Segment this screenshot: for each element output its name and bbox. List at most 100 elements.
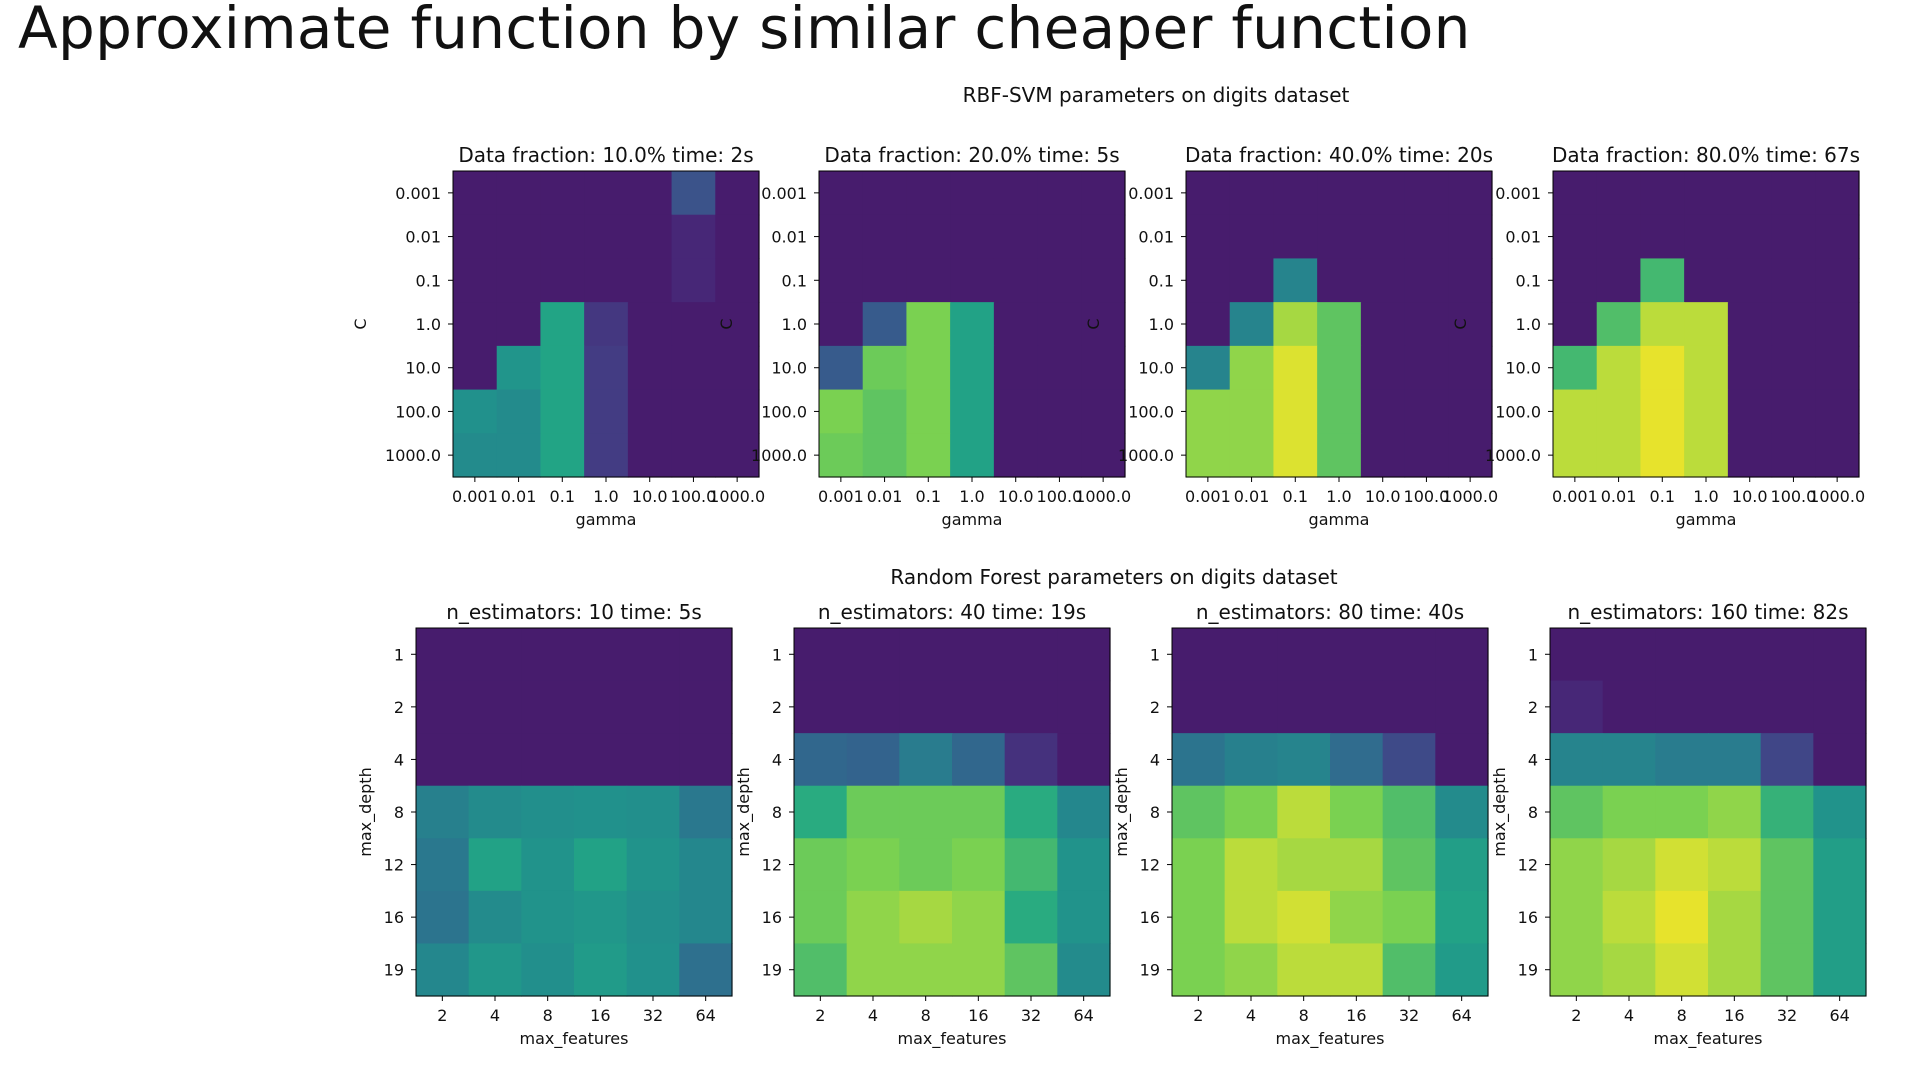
heatmap-cell (1602, 733, 1656, 787)
heatmap-cell (993, 258, 1039, 303)
heatmap-cell (1273, 214, 1318, 260)
heatmap-cell (1435, 943, 1489, 997)
heatmap-cell (1708, 943, 1762, 997)
figure-title: RBF-SVM parameters on digits dataset (963, 83, 1350, 107)
heatmap-cell (715, 389, 760, 434)
heatmap-cell (574, 733, 628, 787)
heatmap-cell (1760, 838, 1814, 892)
heatmap-cell (521, 628, 575, 682)
x-tick-label: 2 (1571, 1006, 1581, 1025)
heatmap-cell (540, 345, 585, 391)
heatmap-cell (862, 214, 908, 260)
y-tick-label: 1 (772, 645, 782, 664)
heatmap-cell (627, 171, 673, 216)
heatmap-cell (1229, 302, 1275, 347)
heatmap-cell (1813, 943, 1867, 997)
slide-title: Approximate function by similar cheaper … (18, 0, 1471, 62)
x-tick-label: 32 (643, 1006, 663, 1025)
heatmap-cell (453, 258, 498, 303)
heatmap-cell (846, 785, 900, 839)
heatmap-cell (468, 785, 522, 839)
y-axis-label: C (717, 318, 736, 329)
heatmap-cell (1172, 733, 1226, 787)
heatmap-cell (627, 433, 673, 478)
heatmap-cell (627, 389, 673, 434)
heatmap-cell (1550, 733, 1604, 787)
heatmap-cell (626, 680, 680, 734)
panel-title: Data fraction: 80.0% time: 67s (1552, 143, 1860, 167)
heatmap-cell (1004, 680, 1058, 734)
heatmap-cell (627, 302, 673, 347)
heatmap-cell (899, 890, 953, 945)
heatmap-cell (1727, 302, 1773, 347)
y-tick-label: 1 (1150, 645, 1160, 664)
y-tick-label: 10.0 (1138, 359, 1174, 378)
heatmap-cell (1640, 389, 1685, 434)
heatmap-cell (1655, 890, 1709, 945)
y-tick-label: 4 (1150, 750, 1160, 769)
heatmap-cell (899, 733, 953, 787)
heatmap-cell (950, 214, 995, 260)
heatmap-cell (679, 943, 733, 997)
heatmap-cell (952, 680, 1006, 734)
heatmap-cell (1277, 680, 1331, 734)
heatmap-cell (1057, 628, 1111, 682)
heatmap-cell (899, 680, 953, 734)
x-tick-label: 32 (1399, 1006, 1419, 1025)
heatmap-cell (1448, 302, 1493, 347)
y-tick-label: 0.1 (782, 271, 807, 290)
heatmap-cell (1172, 785, 1226, 839)
heatmap-cell (671, 258, 716, 303)
heatmap-cell (794, 785, 848, 839)
heatmap-cell (540, 214, 585, 260)
heatmap-cell (819, 302, 864, 347)
heatmap-cell (1640, 302, 1685, 347)
heatmap-cell (540, 302, 585, 347)
heatmap-cell (993, 171, 1039, 216)
heatmap-cell (1004, 943, 1058, 997)
heatmap-cell (574, 890, 628, 945)
heatmap-cell (1684, 171, 1729, 216)
heatmap-cell (1273, 302, 1318, 347)
heatmap-cell (1813, 680, 1867, 734)
heatmap-cell (1224, 785, 1278, 839)
heatmap-cell (1004, 733, 1058, 787)
heatmap-cell (671, 433, 716, 478)
heatmap-cell (679, 838, 733, 892)
heatmap-cell (1708, 785, 1762, 839)
heatmap-cell (1550, 785, 1604, 839)
x-tick-label: 16 (1724, 1006, 1744, 1025)
heatmap-cell (1435, 785, 1489, 839)
heatmap-cell (1815, 214, 1860, 260)
heatmap-cell (819, 214, 864, 260)
heatmap-cell (1330, 890, 1384, 945)
heatmap-cell (1708, 890, 1762, 945)
heatmap-cell (906, 258, 951, 303)
x-tick-label: 1000.0 (709, 487, 765, 506)
x-tick-label: 32 (1021, 1006, 1041, 1025)
heatmap-cell (906, 171, 951, 216)
heatmap-cell (1229, 345, 1275, 391)
heatmap-cell (1360, 171, 1406, 216)
heatmap-cell (521, 785, 575, 839)
heatmap-cell (1186, 214, 1231, 260)
heatmap-cell (496, 433, 542, 478)
heatmap-cell (540, 171, 585, 216)
y-tick-label: 0.01 (405, 228, 441, 247)
heatmap-cell (1186, 258, 1231, 303)
heatmap-cell (1771, 433, 1816, 478)
heatmap-cell (819, 345, 864, 391)
heatmap-cell (453, 302, 498, 347)
heatmap-cell (1684, 214, 1729, 260)
heatmap-cell (1640, 171, 1685, 216)
heatmap-cell (671, 389, 716, 434)
heatmap-cell (584, 389, 629, 434)
heatmap-cell (416, 943, 470, 997)
x-tick-label: 8 (1677, 1006, 1687, 1025)
y-tick-label: 0.001 (1495, 184, 1541, 203)
heatmap-cell (521, 838, 575, 892)
heatmap-cell (1602, 943, 1656, 997)
heatmap-cell (1317, 171, 1362, 216)
x-tick-label: 10.0 (1732, 487, 1768, 506)
